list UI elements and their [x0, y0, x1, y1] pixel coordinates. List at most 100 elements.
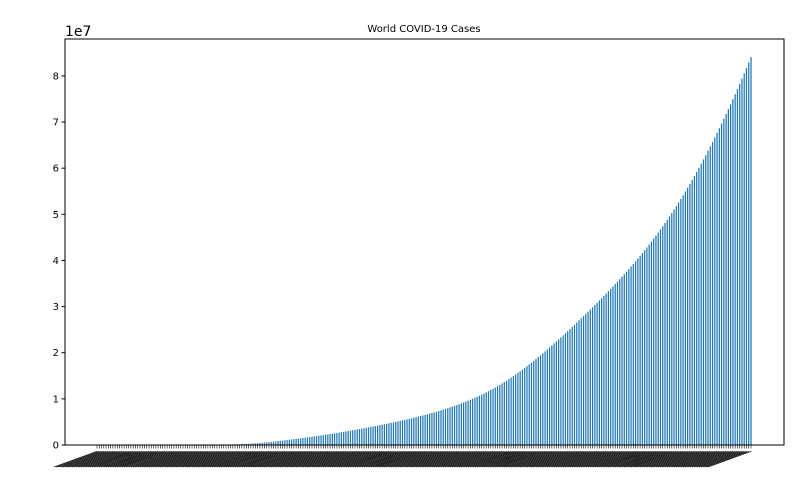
x-tick-label	[350, 450, 394, 468]
bar	[275, 441, 277, 445]
x-tick-label	[237, 450, 281, 468]
x-tick-label	[239, 450, 283, 468]
x-tick-label	[581, 451, 625, 468]
bar	[329, 434, 331, 445]
x-tick-label	[375, 451, 419, 468]
x-tick-label	[576, 451, 620, 468]
y-tick-label: 8	[53, 71, 59, 82]
bar	[381, 424, 383, 445]
bar	[524, 367, 526, 445]
bar	[440, 410, 442, 445]
x-tick-label	[667, 451, 711, 468]
x-tick-label	[694, 451, 738, 468]
x-tick-label	[341, 451, 385, 468]
x-tick-label	[619, 451, 663, 468]
x-tick-label	[316, 451, 360, 468]
bar	[709, 146, 711, 446]
x-tick-label	[157, 450, 202, 468]
bar	[553, 343, 555, 445]
x-tick-label	[372, 451, 417, 468]
x-tick-label	[300, 450, 344, 468]
x-tick-label	[78, 451, 123, 468]
x-tick-label	[569, 451, 614, 468]
bar	[395, 421, 397, 445]
x-tick-label	[101, 451, 145, 468]
bar	[254, 443, 257, 445]
x-tick-label	[268, 451, 313, 468]
bar	[426, 414, 429, 445]
bar	[630, 266, 632, 445]
x-tick-label	[470, 451, 514, 468]
bar	[343, 431, 345, 445]
x-tick-label	[700, 451, 745, 468]
bar	[315, 436, 318, 445]
bar	[340, 432, 343, 445]
bar	[693, 175, 696, 445]
bars-group	[141, 57, 752, 446]
x-tick-label	[429, 451, 473, 468]
x-tick-label	[92, 451, 136, 468]
x-tick-label	[304, 451, 349, 468]
x-tick-label	[445, 451, 489, 468]
x-tick-label	[309, 451, 353, 468]
bar	[467, 400, 469, 445]
bar	[530, 362, 533, 445]
bar	[601, 298, 603, 445]
bar	[555, 341, 557, 445]
x-tick-label	[354, 450, 399, 468]
x-tick-label	[58, 450, 102, 468]
x-tick-label	[94, 450, 138, 468]
bar	[598, 300, 600, 445]
x-tick-label	[286, 451, 331, 468]
bar	[668, 216, 671, 445]
x-tick-label	[571, 451, 616, 468]
bar	[279, 440, 281, 445]
bar	[548, 347, 551, 445]
x-tick-label	[87, 451, 132, 468]
bar	[535, 358, 537, 445]
bar	[383, 424, 386, 445]
x-tick-label	[289, 451, 333, 468]
x-tick-label	[479, 451, 523, 468]
x-tick-label	[110, 451, 154, 468]
x-tick-label	[682, 451, 727, 468]
x-tick-label	[327, 451, 372, 468]
bar	[361, 428, 363, 445]
x-tick-label	[232, 450, 277, 468]
bar	[245, 443, 247, 445]
x-tick-label	[508, 451, 553, 468]
x-tick-label	[332, 451, 376, 468]
bar	[372, 426, 374, 445]
bar	[725, 113, 727, 445]
x-tick-label	[626, 450, 670, 468]
x-tick-label	[560, 451, 605, 468]
x-tick-label	[352, 451, 396, 468]
bar	[410, 418, 413, 445]
x-tick-label	[415, 450, 460, 468]
x-tick-label	[266, 451, 310, 468]
bar	[505, 380, 508, 445]
bar	[634, 261, 637, 445]
bar	[730, 104, 732, 446]
x-tick-label	[458, 450, 503, 468]
bar	[521, 369, 524, 445]
x-tick-label	[155, 451, 200, 468]
bar	[517, 372, 519, 445]
bar	[281, 440, 284, 445]
bar	[433, 412, 435, 445]
x-tick-label	[680, 451, 725, 468]
bar	[302, 437, 304, 445]
bar	[591, 307, 594, 445]
x-tick-label	[325, 451, 369, 468]
x-tick-label	[200, 450, 245, 468]
x-tick-label	[148, 451, 193, 468]
x-tick-label	[295, 450, 340, 468]
bar	[641, 253, 643, 445]
bar	[469, 399, 472, 445]
x-tick-label	[653, 450, 697, 468]
y-tick-label: 6	[53, 164, 59, 175]
bar	[732, 99, 734, 445]
x-tick-label	[221, 450, 265, 468]
bar	[596, 302, 598, 445]
x-tick-label	[203, 451, 247, 468]
